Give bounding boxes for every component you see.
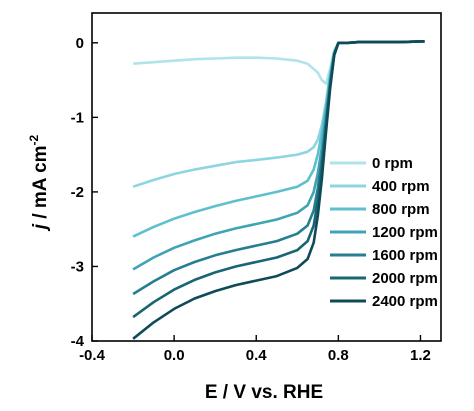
legend-label-2: 800 rpm — [372, 201, 430, 218]
series-line-6 — [132, 40, 425, 340]
legend: 0 rpm 400 rpm 800 rpm 1200 rpm 1600 rpm 2000 … — [330, 155, 438, 310]
y-axis-title-sup: -2 — [27, 134, 41, 145]
x-tick-label: -0.4 — [79, 347, 106, 364]
series-layer — [132, 40, 425, 340]
y-tick-label: -1 — [71, 109, 84, 126]
legend-label-1: 400 rpm — [372, 178, 430, 195]
x-axis-title: E / V vs. RHE — [205, 382, 323, 403]
plot-frame — [91, 12, 442, 342]
legend-label-5: 2000 rpm — [372, 270, 438, 287]
y-tick-label: -2 — [71, 184, 84, 201]
y-axis-title-rest: / mA cm — [30, 145, 51, 224]
y-axis-title-main: j — [30, 223, 51, 232]
series-line-0 — [133, 40, 425, 86]
x-tick-label: 0.0 — [164, 347, 185, 364]
y-tick-label: -3 — [71, 258, 84, 275]
legend-label-6: 2400 rpm — [372, 293, 438, 310]
legend-label-3: 1200 rpm — [372, 224, 438, 241]
y-tick-label: -4 — [71, 333, 85, 350]
y-tick-label: 0 — [76, 35, 84, 52]
ticks-layer: -0.4 0.0 0.4 0.8 1.2 0 -1 -2 -3 -4 — [71, 35, 431, 364]
x-tick-label: 1.2 — [410, 347, 431, 364]
x-tick-label: 0.4 — [246, 347, 268, 364]
legend-label-4: 1600 rpm — [372, 247, 438, 264]
y-axis-title: j / mA cm-2 — [27, 134, 51, 232]
x-tick-label: 0.8 — [328, 347, 349, 364]
legend-label-0: 0 rpm — [372, 155, 413, 172]
